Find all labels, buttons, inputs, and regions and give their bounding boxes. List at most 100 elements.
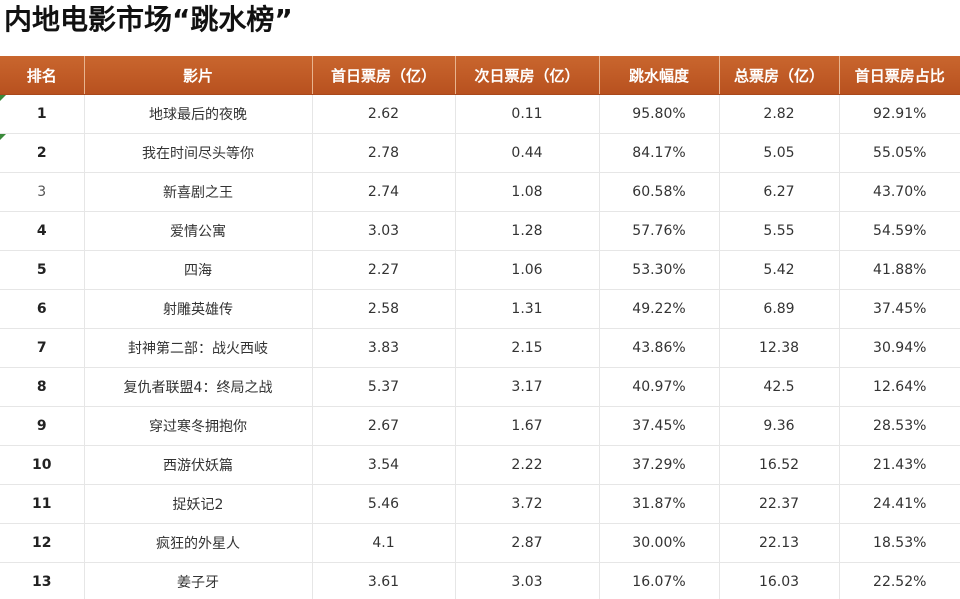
drop-rate-cell: 53.30% (599, 250, 720, 290)
film-title-cell: 捉妖记2 (84, 484, 313, 524)
day1-share-cell: 41.88% (839, 250, 960, 290)
drop-rate-cell: 37.45% (599, 406, 720, 446)
total-box-office-cell: 5.05 (719, 133, 840, 173)
drop-rate-cell: 49.22% (599, 289, 720, 329)
day1-share-cell: 28.53% (839, 406, 960, 446)
cell-comment-marker (0, 134, 6, 140)
drop-rate-cell: 43.86% (599, 328, 720, 368)
header-drop-rate: 跳水幅度 (599, 56, 720, 95)
total-box-office-cell: 6.27 (719, 172, 840, 212)
day2-box-office-cell: 0.44 (455, 133, 600, 173)
day2-box-office-cell: 1.67 (455, 406, 600, 446)
rank-cell: 5 (0, 250, 85, 290)
day1-box-office-cell: 2.27 (312, 250, 456, 290)
day1-box-office-cell: 2.58 (312, 289, 456, 329)
day2-box-office-cell: 1.28 (455, 211, 600, 251)
day1-share-cell: 12.64% (839, 367, 960, 407)
table-header-row: 排名 影片 首日票房（亿） 次日票房（亿） 跳水幅度 总票房（亿） 首日票房占比 (0, 56, 960, 95)
day1-share-cell: 30.94% (839, 328, 960, 368)
table-row: 7 封神第二部：战火西岐 3.83 2.15 43.86% 12.38 30.94% (0, 328, 960, 368)
day2-box-office-cell: 2.22 (455, 445, 600, 485)
table-row: 4 爱情公寓 3.03 1.28 57.76% 5.55 54.59% (0, 211, 960, 251)
day1-share-cell: 24.41% (839, 484, 960, 524)
rank-cell: 13 (0, 562, 85, 599)
table-row: 5 四海 2.27 1.06 53.30% 5.42 41.88% (0, 250, 960, 290)
film-title-cell: 四海 (84, 250, 313, 290)
header-day1-box-office: 首日票房（亿） (312, 56, 456, 95)
day1-box-office-cell: 2.78 (312, 133, 456, 173)
day1-box-office-cell: 3.61 (312, 562, 456, 599)
header-film: 影片 (84, 56, 313, 95)
film-title-cell: 西游伏妖篇 (84, 445, 313, 485)
day1-box-office-cell: 5.37 (312, 367, 456, 407)
drop-rate-cell: 60.58% (599, 172, 720, 212)
rank-cell: 9 (0, 406, 85, 446)
day2-box-office-cell: 3.03 (455, 562, 600, 599)
day1-box-office-cell: 2.67 (312, 406, 456, 446)
rank-cell: 11 (0, 484, 85, 524)
day1-share-cell: 18.53% (839, 523, 960, 563)
day1-share-cell: 54.59% (839, 211, 960, 251)
film-title-cell: 穿过寒冬拥抱你 (84, 406, 313, 446)
header-rank: 排名 (0, 56, 85, 95)
table-row: 13 姜子牙 3.61 3.03 16.07% 16.03 22.52% (0, 562, 960, 599)
day1-share-cell: 22.52% (839, 562, 960, 599)
day1-box-office-cell: 2.62 (312, 94, 456, 134)
table-row: 12 疯狂的外星人 4.1 2.87 30.00% 22.13 18.53% (0, 523, 960, 563)
total-box-office-cell: 22.37 (719, 484, 840, 524)
rank-cell: 8 (0, 367, 85, 407)
day2-box-office-cell: 1.08 (455, 172, 600, 212)
film-title-cell: 新喜剧之王 (84, 172, 313, 212)
header-total-box-office: 总票房（亿） (719, 56, 840, 95)
rank-cell: 10 (0, 445, 85, 485)
day2-box-office-cell: 3.17 (455, 367, 600, 407)
rank-cell: 7 (0, 328, 85, 368)
day2-box-office-cell: 0.11 (455, 94, 600, 134)
table-row: 11 捉妖记2 5.46 3.72 31.87% 22.37 24.41% (0, 484, 960, 524)
day2-box-office-cell: 1.06 (455, 250, 600, 290)
total-box-office-cell: 9.36 (719, 406, 840, 446)
table-row: 3 新喜剧之王 2.74 1.08 60.58% 6.27 43.70% (0, 172, 960, 212)
total-box-office-cell: 12.38 (719, 328, 840, 368)
day1-box-office-cell: 2.74 (312, 172, 456, 212)
film-title-cell: 姜子牙 (84, 562, 313, 599)
day2-box-office-cell: 3.72 (455, 484, 600, 524)
day2-box-office-cell: 2.15 (455, 328, 600, 368)
film-title-cell: 射雕英雄传 (84, 289, 313, 329)
rank-cell: 3 (0, 172, 85, 212)
header-day1-share: 首日票房占比 (839, 56, 960, 95)
day1-box-office-cell: 3.83 (312, 328, 456, 368)
total-box-office-cell: 16.52 (719, 445, 840, 485)
day1-share-cell: 21.43% (839, 445, 960, 485)
film-title-cell: 复仇者联盟4：终局之战 (84, 367, 313, 407)
rank-cell: 6 (0, 289, 85, 329)
table-row: 9 穿过寒冬拥抱你 2.67 1.67 37.45% 9.36 28.53% (0, 406, 960, 446)
total-box-office-cell: 5.55 (719, 211, 840, 251)
drop-rate-cell: 16.07% (599, 562, 720, 599)
total-box-office-cell: 42.5 (719, 367, 840, 407)
rank-cell: 2 (0, 133, 85, 173)
table-row: 2 我在时间尽头等你 2.78 0.44 84.17% 5.05 55.05% (0, 133, 960, 173)
day1-share-cell: 92.91% (839, 94, 960, 134)
ranking-table: 排名 影片 首日票房（亿） 次日票房（亿） 跳水幅度 总票房（亿） 首日票房占比… (0, 56, 960, 599)
drop-rate-cell: 37.29% (599, 445, 720, 485)
total-box-office-cell: 22.13 (719, 523, 840, 563)
film-title-cell: 疯狂的外星人 (84, 523, 313, 563)
table-row: 10 西游伏妖篇 3.54 2.22 37.29% 16.52 21.43% (0, 445, 960, 485)
table-row: 8 复仇者联盟4：终局之战 5.37 3.17 40.97% 42.5 12.64% (0, 367, 960, 407)
film-title-cell: 地球最后的夜晚 (84, 94, 313, 134)
day1-box-office-cell: 5.46 (312, 484, 456, 524)
table-body: 1 地球最后的夜晚 2.62 0.11 95.80% 2.82 92.91% 2 我在时间尽头等… (0, 94, 960, 599)
cell-comment-marker (0, 95, 6, 101)
header-day2-box-office: 次日票房（亿） (455, 56, 600, 95)
drop-rate-cell: 95.80% (599, 94, 720, 134)
table-row: 1 地球最后的夜晚 2.62 0.11 95.80% 2.82 92.91% (0, 94, 960, 134)
page-title: 内地电影市场“跳水榜” (4, 3, 293, 36)
table-row: 6 射雕英雄传 2.58 1.31 49.22% 6.89 37.45% (0, 289, 960, 329)
day1-box-office-cell: 4.1 (312, 523, 456, 563)
total-box-office-cell: 2.82 (719, 94, 840, 134)
rank-cell: 1 (0, 94, 85, 134)
drop-rate-cell: 84.17% (599, 133, 720, 173)
rank-cell: 12 (0, 523, 85, 563)
day2-box-office-cell: 1.31 (455, 289, 600, 329)
